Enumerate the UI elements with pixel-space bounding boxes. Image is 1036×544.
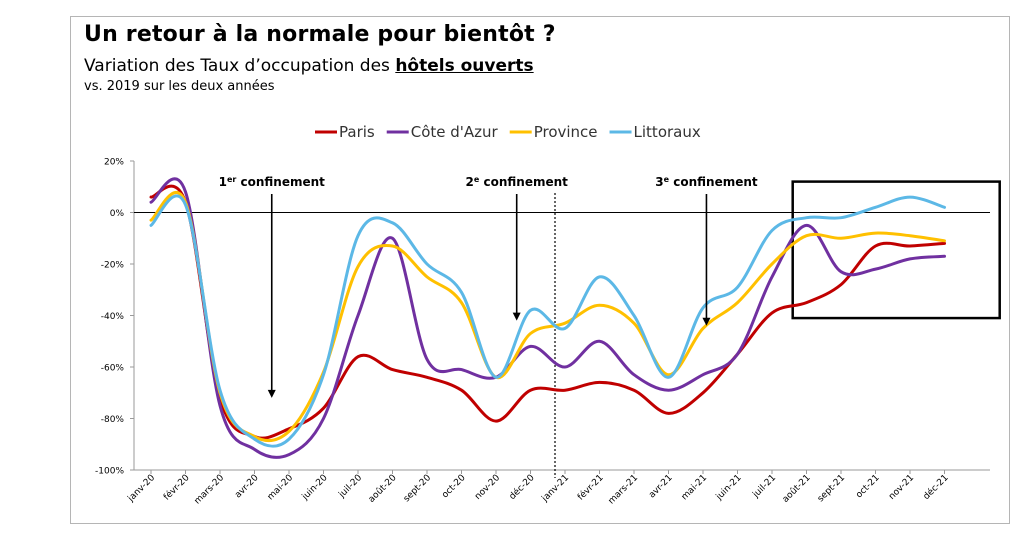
x-tick-label: août-20 bbox=[367, 473, 399, 505]
x-tick-label: déc-21 bbox=[921, 472, 951, 502]
highlight-box bbox=[791, 180, 1001, 320]
annotation-label: 1er confinement bbox=[219, 175, 326, 190]
x-tick-label: mai-20 bbox=[266, 473, 296, 503]
annotation-arrow-head bbox=[702, 317, 711, 326]
x-tick-label: mars-20 bbox=[193, 473, 227, 507]
annotation-text: confinement bbox=[479, 175, 568, 189]
x-tick-label: juin-21 bbox=[714, 473, 744, 503]
y-tick-label: 20% bbox=[104, 158, 124, 168]
y-tick-label: -60% bbox=[101, 364, 125, 374]
y-tick-label: -80% bbox=[101, 415, 125, 425]
x-tick-label: oct-20 bbox=[440, 473, 468, 501]
subtitle-prefix: Variation des Taux d’occupation des bbox=[84, 56, 396, 76]
x-tick-label: avr-21 bbox=[647, 473, 674, 500]
annotation-number: 3 bbox=[655, 175, 663, 189]
y-tick-label: -20% bbox=[101, 261, 125, 271]
series-line-cote-d-azur bbox=[149, 177, 946, 459]
x-tick-label: oct-21 bbox=[854, 473, 881, 500]
series-line-province bbox=[149, 191, 946, 443]
legend-label-province: Province bbox=[534, 123, 598, 141]
x-tick-label: nov-20 bbox=[473, 473, 502, 502]
annotation-arrow-head bbox=[267, 389, 276, 398]
chart-subtitle-secondary: vs. 2019 sur les deux années bbox=[84, 79, 275, 94]
chart-title: Un retour à la normale pour bientôt ? bbox=[84, 22, 556, 47]
subtitle-emphasis: hôtels ouverts bbox=[395, 56, 534, 76]
annotation-text: confinement bbox=[669, 175, 758, 189]
x-tick-label: mai-21 bbox=[680, 473, 709, 502]
annotation-label: 3e confinement bbox=[655, 175, 758, 190]
legend-label-paris: Paris bbox=[339, 123, 375, 141]
x-tick-label: déc-20 bbox=[507, 472, 537, 502]
annotation-number: 1 bbox=[219, 175, 227, 189]
x-tick-label: juin-20 bbox=[300, 473, 330, 503]
legend-label-cote-d-azur: Côte d'Azur bbox=[411, 123, 499, 141]
y-tick-label: 0% bbox=[110, 209, 125, 219]
annotation-arrow-head bbox=[512, 312, 521, 321]
annotation-text: confinement bbox=[236, 175, 325, 189]
chart-subtitle: Variation des Taux d’occupation des hôte… bbox=[84, 56, 534, 76]
series-line-paris bbox=[149, 184, 946, 440]
x-tick-label: avr-20 bbox=[233, 473, 261, 501]
annotation-label: 2e confinement bbox=[466, 175, 569, 190]
x-tick-label: août-21 bbox=[781, 473, 813, 505]
x-tick-label: juil-21 bbox=[751, 473, 779, 501]
x-tick-label: févr-21 bbox=[575, 472, 605, 502]
y-tick-label: -100% bbox=[95, 467, 124, 477]
annotation-superscript: e bbox=[474, 175, 480, 184]
y-tick-label: -40% bbox=[101, 312, 125, 322]
x-tick-label: sept-20 bbox=[402, 473, 433, 504]
x-tick-label: juil-20 bbox=[337, 473, 365, 501]
x-tick-label: janv-20 bbox=[126, 473, 158, 505]
annotation-number: 2 bbox=[466, 175, 474, 189]
x-tick-label: sept-21 bbox=[816, 473, 847, 504]
legend-label-littoraux: Littoraux bbox=[634, 123, 701, 141]
series-line-littoraux bbox=[149, 194, 946, 448]
x-tick-label: nov-21 bbox=[887, 473, 916, 502]
annotation-superscript: er bbox=[227, 175, 236, 184]
chart-frame bbox=[70, 16, 1010, 524]
x-tick-label: mars-21 bbox=[607, 473, 640, 506]
annotation-superscript: e bbox=[664, 175, 670, 184]
x-tick-label: févr-20 bbox=[161, 472, 191, 502]
